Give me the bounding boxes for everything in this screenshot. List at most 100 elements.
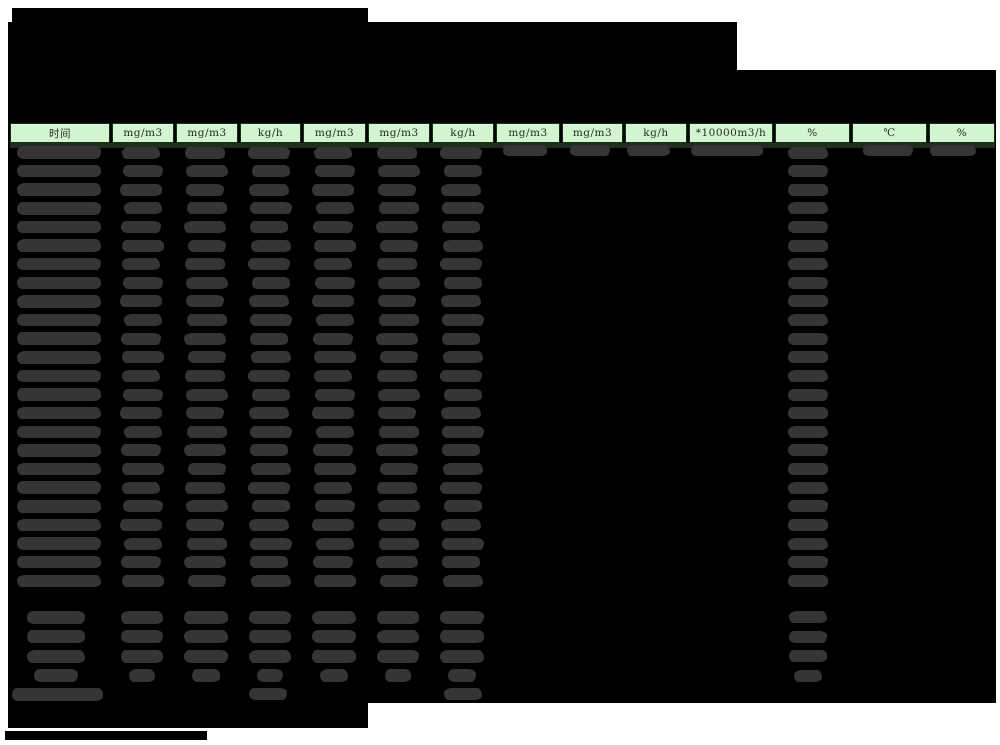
redacted-cell-value xyxy=(249,183,289,196)
redacted-cell-value xyxy=(186,295,224,308)
redacted-cell-value xyxy=(186,165,228,178)
redacted-cell-value xyxy=(316,202,354,215)
redacted-table-area xyxy=(8,70,996,703)
redacted-cell-value xyxy=(788,314,828,327)
redacted-cell-value xyxy=(252,276,290,289)
redacted-summary-label xyxy=(34,669,78,682)
header-cell-4: mg/m3 xyxy=(303,123,366,143)
redacted-cell-value xyxy=(444,388,482,401)
redacted-cell-value xyxy=(123,276,163,289)
redacted-cell-value xyxy=(320,669,348,682)
redacted-cell-value xyxy=(312,407,354,420)
redacted-cell-value xyxy=(249,407,289,420)
redacted-cell-value xyxy=(123,500,163,513)
redacted-cell-value xyxy=(251,463,291,476)
redacted-cell-value xyxy=(378,183,416,196)
redacted-cell-value xyxy=(120,183,162,196)
redacted-cell-value xyxy=(788,518,828,531)
redacted-cell-value xyxy=(124,202,162,215)
redacted-cell-value xyxy=(121,556,161,569)
redacted-cell-value xyxy=(379,202,419,215)
redacted-cell-value xyxy=(376,220,418,233)
header-cell-2: mg/m3 xyxy=(176,123,238,143)
redacted-cell-value xyxy=(378,388,420,401)
header-cell-9: kg/h xyxy=(625,123,687,143)
header-cell-0: 时间 xyxy=(10,123,110,143)
redacted-footnote-block xyxy=(8,703,368,728)
redacted-cell-value xyxy=(250,220,288,233)
redacted-cell-value xyxy=(788,351,828,364)
redacted-cell-value xyxy=(186,407,224,420)
redacted-time-value xyxy=(17,406,101,420)
redacted-cell-value xyxy=(120,518,162,531)
redacted-cell-value xyxy=(124,314,162,327)
redacted-cell-value xyxy=(440,146,482,159)
redacted-cell-value xyxy=(788,481,828,494)
redacted-footer-label xyxy=(12,687,103,701)
redacted-time-value xyxy=(17,369,101,383)
redacted-cell-value xyxy=(440,630,484,643)
redacted-cell-value xyxy=(442,425,484,438)
redacted-cell-value xyxy=(122,574,164,587)
redacted-cell-value xyxy=(250,537,292,550)
redacted-time-value xyxy=(17,388,101,401)
redacted-cell-value xyxy=(186,518,224,531)
redacted-time-value xyxy=(17,146,101,159)
redacted-cell-value xyxy=(187,202,227,215)
redacted-cell-value xyxy=(121,220,161,233)
redacted-summary-label xyxy=(27,630,85,643)
redacted-cell-value xyxy=(377,258,417,271)
redacted-cell-value xyxy=(192,669,220,682)
redacted-cell-value xyxy=(186,183,224,196)
redacted-cell-value xyxy=(788,276,828,289)
redacted-cell-value xyxy=(313,444,353,457)
redacted-time-value xyxy=(17,462,101,476)
redacted-cell-value xyxy=(444,165,482,178)
redacted-cell-value xyxy=(188,351,226,364)
redacted-cell-value xyxy=(121,630,163,643)
redacted-time-value xyxy=(17,164,101,178)
redacted-cell-value xyxy=(442,314,484,327)
redacted-cell-value xyxy=(377,146,417,159)
redacted-cell-value xyxy=(121,649,163,663)
redacted-cell-value xyxy=(315,276,355,289)
redacted-cell-value xyxy=(380,351,418,364)
redacted-cell-value xyxy=(794,669,822,682)
redacted-cell-value xyxy=(788,295,828,308)
redacted-cell-value xyxy=(251,351,291,364)
redacted-cell-value xyxy=(184,610,228,624)
redacted-cell-value xyxy=(122,463,164,476)
redacted-cell-value xyxy=(385,669,411,682)
redacted-cell-value xyxy=(314,258,352,271)
redacted-cell-value xyxy=(441,295,481,308)
redacted-cell-value xyxy=(187,314,227,327)
redacted-cell-value xyxy=(122,481,160,494)
redacted-cell-value xyxy=(315,165,355,178)
redacted-cell-value xyxy=(442,332,480,345)
redacted-cell-value xyxy=(380,239,418,252)
redacted-cell-value xyxy=(314,481,352,494)
redacted-cell-value xyxy=(788,500,828,513)
redacted-time-value xyxy=(17,276,101,290)
redacted-cell-value xyxy=(440,610,484,624)
redacted-time-value xyxy=(17,295,101,308)
redacted-cell-value xyxy=(312,183,354,196)
redacted-cell-value xyxy=(252,165,290,178)
redacted-cell-value xyxy=(377,649,419,663)
redacted-cell-value xyxy=(122,369,160,382)
redacted-cell-value xyxy=(120,295,162,308)
redacted-time-value xyxy=(17,183,101,196)
redacted-cell-value xyxy=(312,295,354,308)
redacted-cell-value xyxy=(251,574,291,587)
redacted-cell-value xyxy=(250,425,292,438)
redacted-cell-value xyxy=(314,574,356,587)
redacted-cell-value xyxy=(440,258,482,271)
redacted-cell-value xyxy=(248,258,290,271)
redacted-cell-value xyxy=(443,463,483,476)
redacted-cell-value xyxy=(184,630,228,643)
redacted-cell-value xyxy=(788,258,828,271)
redacted-cell-value xyxy=(378,276,420,289)
redacted-summary-label xyxy=(27,610,85,624)
redacted-cell-value xyxy=(121,332,161,345)
redacted-cell-value xyxy=(316,537,354,550)
